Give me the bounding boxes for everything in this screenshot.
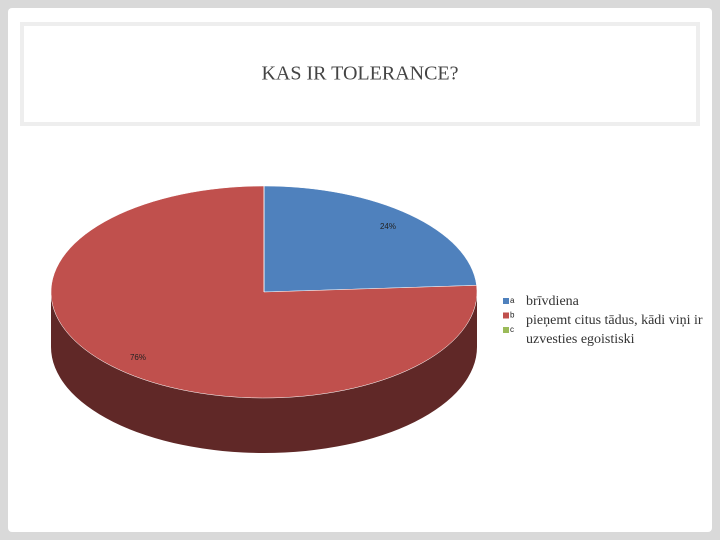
data-label: 24% [380, 222, 396, 231]
legend-swatch [503, 298, 509, 304]
legend: abc brīvdiena pieņemt citus tādus, kādi vi… [503, 294, 703, 347]
pie-slice [263, 185, 477, 293]
legend-label: a [510, 296, 515, 305]
legend-note: uzvesties egoistiski [526, 332, 635, 347]
pie: 24% 76% [50, 185, 478, 453]
legend-swatch [503, 327, 509, 333]
legend-label: c [510, 325, 514, 334]
chart-title: KAS IR TOLERANCE? [261, 63, 458, 85]
data-label: 76% [130, 353, 146, 362]
legend-swatch [503, 312, 509, 319]
legend-label: b [510, 311, 515, 320]
legend-note: pieņemt citus tādus, kādi viņi ir [526, 313, 703, 328]
pie-slice [50, 185, 478, 399]
title-box [20, 22, 700, 126]
pie-side [51, 292, 477, 453]
legend-note: brīvdiena [526, 294, 580, 309]
